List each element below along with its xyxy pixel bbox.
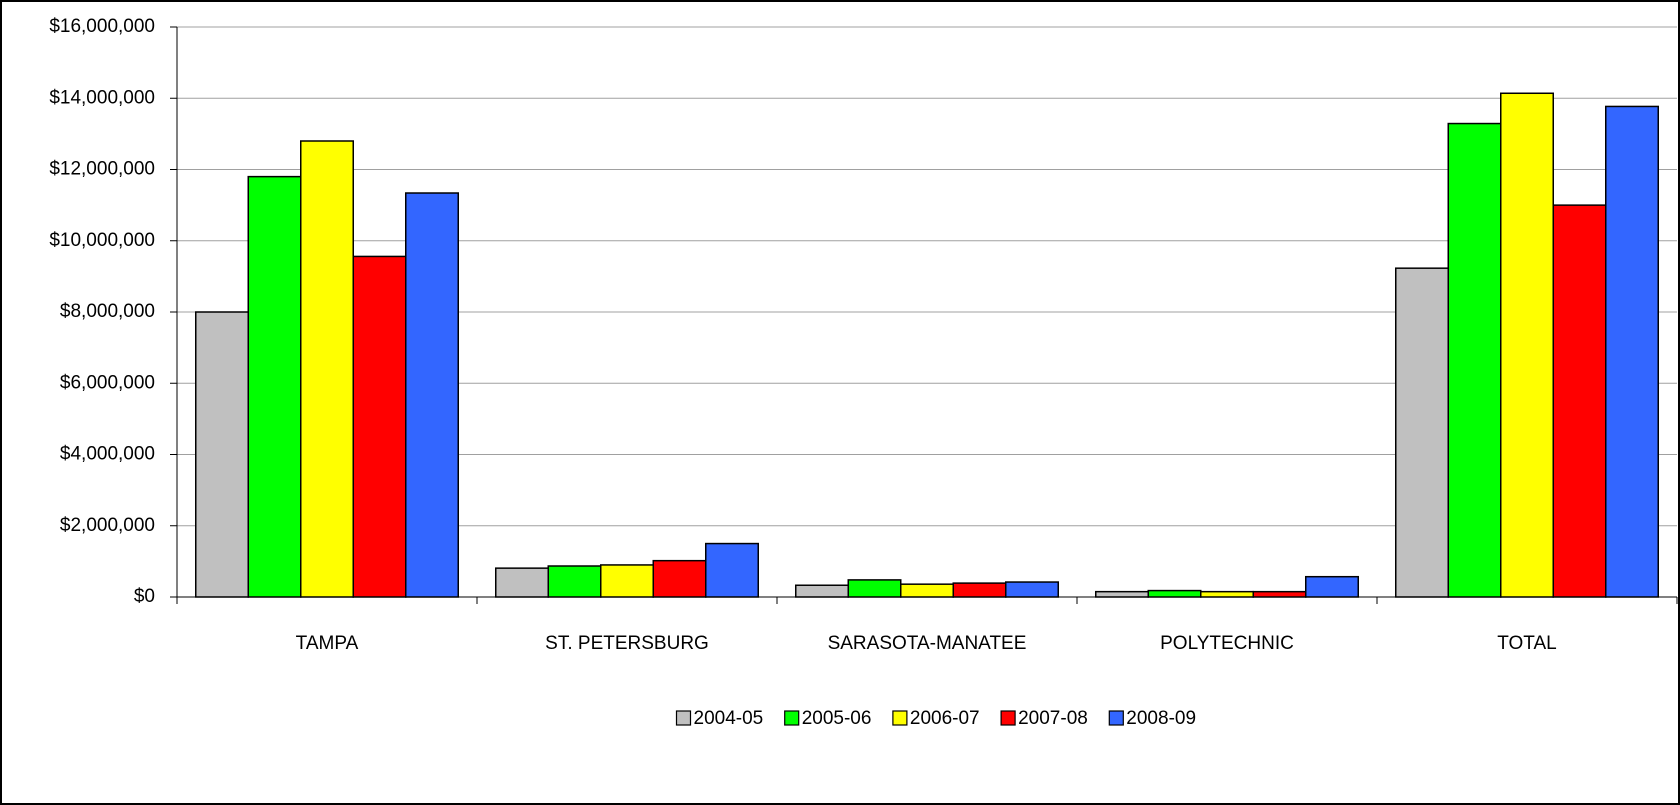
- bar: [1095, 590, 1149, 598]
- x-tick-label: TOTAL: [1497, 633, 1556, 654]
- legend-label: 2008-09: [1126, 708, 1196, 729]
- legend-swatch: [675, 710, 692, 726]
- bar: [1395, 267, 1449, 598]
- legend-label: 2005-06: [802, 708, 872, 729]
- y-tick-label: $4,000,000: [60, 444, 155, 465]
- legend-swatch: [1108, 710, 1124, 726]
- x-tick-label: SARASOTA-MANATEE: [828, 633, 1027, 654]
- legend-swatch: [892, 710, 908, 726]
- bar: [1252, 590, 1307, 598]
- bar: [900, 583, 954, 598]
- bar: [300, 140, 354, 598]
- legend-swatch: [1000, 710, 1016, 726]
- bar: [1605, 105, 1659, 598]
- bar: [1447, 122, 1502, 598]
- bar: [1005, 581, 1059, 598]
- bar: [195, 311, 249, 598]
- y-tick-label: $12,000,000: [49, 159, 155, 180]
- y-tick-label: $8,000,000: [60, 301, 155, 322]
- legend-label: 2004-05: [694, 708, 764, 729]
- bar: [1200, 590, 1254, 598]
- bar: [1552, 204, 1607, 598]
- bar: [847, 579, 902, 598]
- y-tick-label: $6,000,000: [60, 372, 155, 393]
- bar: [795, 584, 849, 598]
- bar: [652, 559, 707, 598]
- y-tick-label: $10,000,000: [49, 230, 155, 251]
- bar: [405, 192, 459, 598]
- x-tick-label: ST. PETERSBURG: [545, 633, 709, 654]
- bar: [705, 542, 759, 598]
- x-tick-label: TAMPA: [296, 633, 359, 654]
- bar: [247, 175, 302, 598]
- bar: [1147, 589, 1202, 598]
- y-tick-label: $16,000,000: [49, 16, 155, 37]
- bar: [600, 564, 654, 598]
- bar: [1305, 575, 1359, 598]
- bar: [1500, 92, 1554, 598]
- x-tick-label: POLYTECHNIC: [1160, 633, 1294, 654]
- y-tick-label: $14,000,000: [49, 87, 155, 108]
- bar: [547, 565, 602, 598]
- legend-label: 2007-08: [1018, 708, 1088, 729]
- bar: [495, 567, 549, 598]
- legend-label: 2006-07: [910, 708, 980, 729]
- y-tick-label: $2,000,000: [60, 515, 155, 536]
- legend-swatch: [784, 710, 800, 726]
- bar: [952, 582, 1007, 598]
- y-tick-label: $0: [134, 586, 155, 607]
- bar: [352, 255, 407, 598]
